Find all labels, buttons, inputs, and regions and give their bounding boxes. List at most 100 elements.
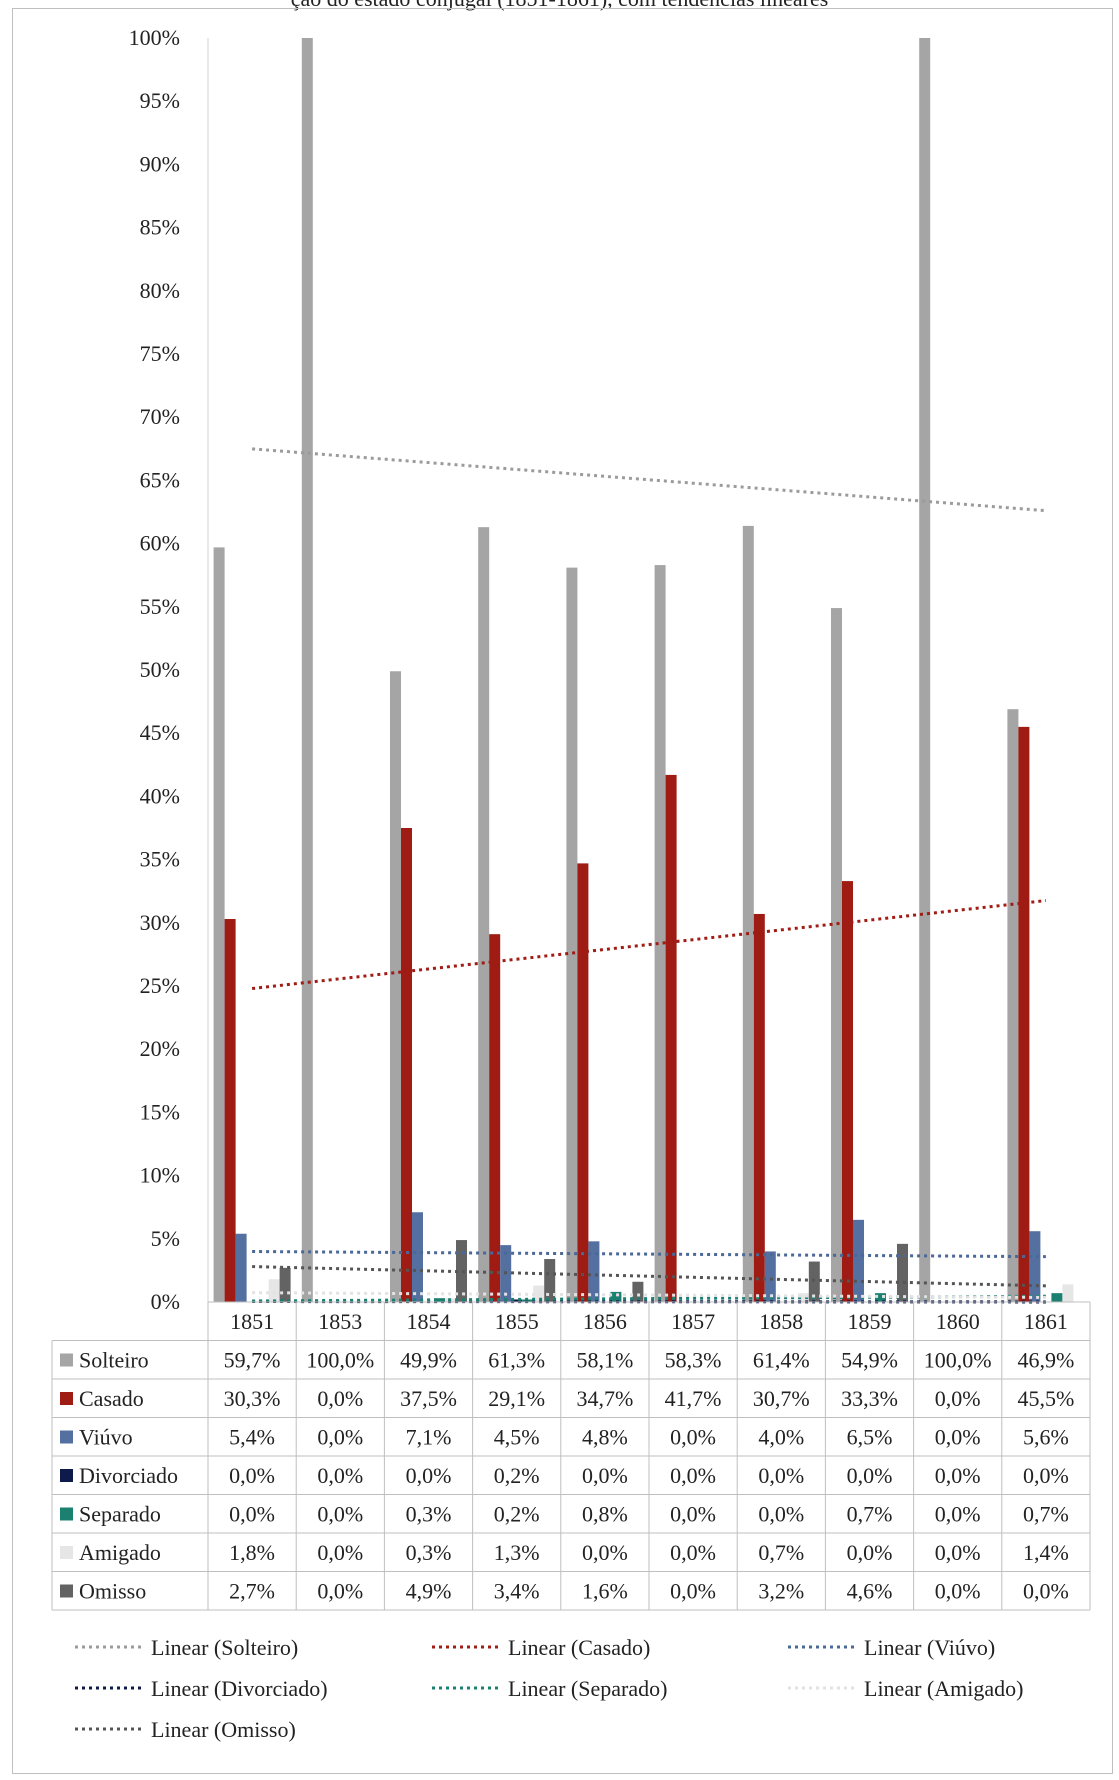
- data-label: 0,0%: [670, 1540, 716, 1565]
- y-tick-label: 5%: [151, 1226, 180, 1251]
- data-label: 30,3%: [224, 1386, 281, 1411]
- legend-trend-label: Linear (Separado): [508, 1676, 667, 1701]
- y-tick-label: 0%: [151, 1289, 180, 1314]
- data-label: 0,0%: [935, 1386, 981, 1411]
- bar-viúvo: [412, 1212, 423, 1302]
- table-row-header: Divorciado: [79, 1463, 178, 1488]
- data-label: 33,3%: [841, 1386, 898, 1411]
- bar-omisso: [456, 1240, 467, 1302]
- data-label: 0,0%: [317, 1502, 363, 1527]
- data-label: 0,0%: [670, 1463, 716, 1488]
- data-label: 0,0%: [935, 1540, 981, 1565]
- bar-separado: [434, 1298, 445, 1302]
- chart-frame: [12, 8, 1113, 1774]
- legend-swatch-omisso: [60, 1584, 73, 1598]
- legend-swatch-solteiro: [60, 1353, 73, 1367]
- data-label: 37,5%: [400, 1386, 457, 1411]
- table-row-header: Amigado: [79, 1540, 161, 1565]
- x-tick-label: 1856: [583, 1309, 627, 1334]
- data-label: 29,1%: [488, 1386, 545, 1411]
- data-label: 0,0%: [935, 1425, 981, 1450]
- legend-trend-label: Linear (Divorciado): [151, 1676, 328, 1701]
- x-tick-label: 1855: [495, 1309, 539, 1334]
- bar-divorciado: [511, 1299, 523, 1302]
- data-label: 0,0%: [317, 1386, 363, 1411]
- x-tick-label: 1857: [671, 1309, 715, 1334]
- legend-swatch-divorciado: [60, 1469, 73, 1482]
- bar-solteiro: [566, 567, 578, 1302]
- bar-solteiro: [478, 527, 490, 1302]
- bar-viúvo: [1029, 1231, 1041, 1302]
- bar-casado: [577, 863, 589, 1302]
- chart-title: ção do estado conjugal (1851-1861), com …: [0, 0, 1119, 12]
- legend-swatch-amigado: [60, 1546, 73, 1559]
- data-label: 100,0%: [924, 1348, 992, 1373]
- data-label: 4,8%: [582, 1425, 628, 1450]
- y-tick-label: 25%: [140, 973, 180, 998]
- data-label: 0,3%: [406, 1540, 452, 1565]
- bar-separado: [875, 1293, 886, 1302]
- data-label: 1,6%: [582, 1579, 628, 1604]
- data-label: 3,4%: [494, 1579, 540, 1604]
- bar-amigado: [533, 1285, 545, 1302]
- x-tick-label: 1860: [936, 1309, 980, 1334]
- bar-amigado: [1062, 1284, 1074, 1302]
- table-row-header: Separado: [79, 1502, 161, 1527]
- y-tick-label: 100%: [129, 25, 180, 50]
- legend-trend-label: Linear (Amigado): [864, 1676, 1023, 1701]
- data-label: 0,0%: [847, 1540, 893, 1565]
- legend-trend-label: Linear (Viúvo): [864, 1635, 995, 1660]
- bar-amigado: [797, 1293, 809, 1302]
- data-label: 58,1%: [576, 1348, 633, 1373]
- y-tick-label: 20%: [140, 1036, 180, 1061]
- data-label: 2,7%: [229, 1579, 275, 1604]
- y-tick-label: 85%: [140, 215, 180, 240]
- data-label: 0,0%: [229, 1502, 275, 1527]
- data-label: 1,3%: [494, 1540, 540, 1565]
- data-label: 4,5%: [494, 1425, 540, 1450]
- data-label: 0,3%: [406, 1502, 452, 1527]
- bar-casado: [401, 828, 412, 1302]
- data-label: 0,7%: [847, 1502, 893, 1527]
- y-tick-label: 95%: [140, 88, 180, 113]
- table-row-header: Solteiro: [79, 1348, 149, 1373]
- data-label: 0,0%: [670, 1579, 716, 1604]
- x-tick-label: 1851: [230, 1309, 274, 1334]
- bar-separado: [610, 1291, 622, 1302]
- y-tick-label: 65%: [140, 467, 180, 492]
- data-label: 0,0%: [582, 1540, 628, 1565]
- bar-solteiro: [213, 547, 225, 1302]
- bar-viúvo: [235, 1233, 247, 1302]
- data-label: 0,0%: [317, 1463, 363, 1488]
- data-label: 41,7%: [665, 1386, 722, 1411]
- data-label: 58,3%: [665, 1348, 722, 1373]
- legend-swatch-casado: [60, 1392, 73, 1405]
- data-label: 34,7%: [576, 1386, 633, 1411]
- data-label: 0,0%: [582, 1463, 628, 1488]
- y-tick-label: 75%: [140, 341, 180, 366]
- legend-trend-label: Linear (Solteiro): [151, 1635, 298, 1660]
- bar-casado: [842, 881, 853, 1302]
- data-label: 0,2%: [494, 1502, 540, 1527]
- data-label: 0,7%: [1023, 1502, 1069, 1527]
- y-tick-label: 90%: [140, 151, 180, 176]
- data-label: 0,0%: [935, 1579, 981, 1604]
- y-tick-label: 45%: [140, 720, 180, 745]
- data-label: 6,5%: [847, 1425, 893, 1450]
- bar-omisso: [279, 1267, 291, 1302]
- bar-solteiro: [919, 38, 931, 1302]
- bar-viúvo: [853, 1219, 864, 1302]
- bar-viúvo: [588, 1241, 600, 1302]
- x-tick-label: 1853: [318, 1309, 362, 1334]
- data-label: 0,0%: [758, 1502, 804, 1527]
- data-label: 30,7%: [753, 1386, 810, 1411]
- data-label: 7,1%: [406, 1425, 452, 1450]
- table-row-header: Casado: [79, 1386, 144, 1411]
- bar-casado: [224, 919, 236, 1302]
- bar-casado: [665, 774, 677, 1302]
- trendline-casado: [251, 899, 1047, 991]
- y-tick-label: 70%: [140, 404, 180, 429]
- data-label: 45,5%: [1017, 1386, 1074, 1411]
